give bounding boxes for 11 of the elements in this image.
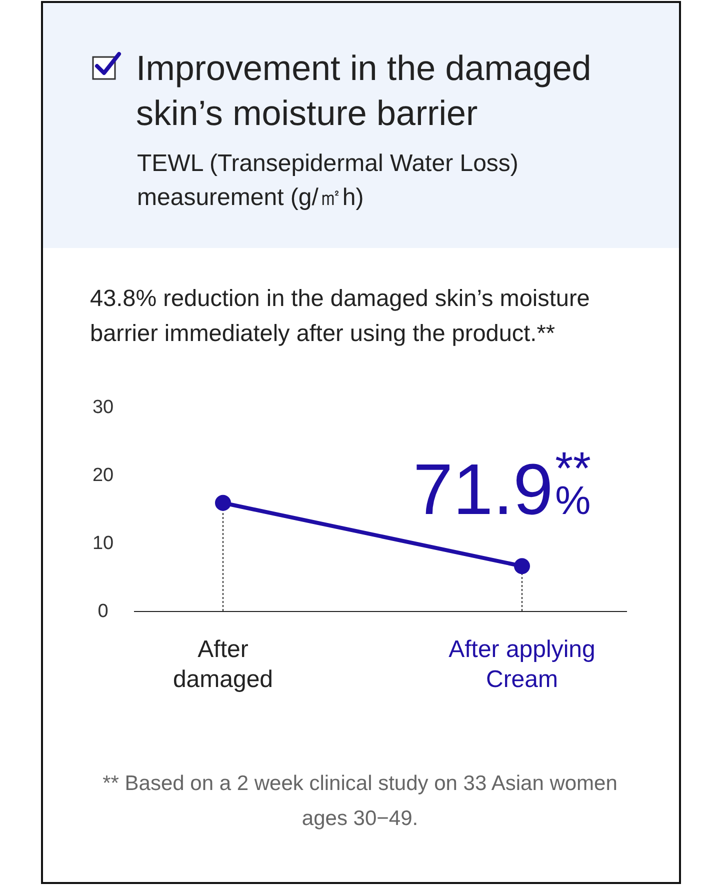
chart-title: Improvement in the damaged skin’s moisture barrier (136, 49, 592, 133)
annotation: 71.9$^{**}$% (413, 442, 592, 530)
x-tick-label: After damaged (172, 636, 274, 693)
text: ** Based on a 2 week clinical study on 33 Asian women ages 30−49. (102, 772, 618, 830)
x-tick-label: After applying Cream (448, 636, 596, 693)
y-tick-label: 20 (92, 465, 114, 486)
y-tick-label: 30 (92, 397, 114, 418)
y-tick-label: 0 (98, 601, 108, 622)
chart-subtitle: TEWL (Transepidermal Water Loss) measurement (g/㎡h) (137, 150, 518, 211)
y-tick-label: 10 (92, 533, 114, 554)
text: 43.8% reduction in the damaged skin’s moisture barrier immediately after using the product.** (90, 285, 590, 346)
